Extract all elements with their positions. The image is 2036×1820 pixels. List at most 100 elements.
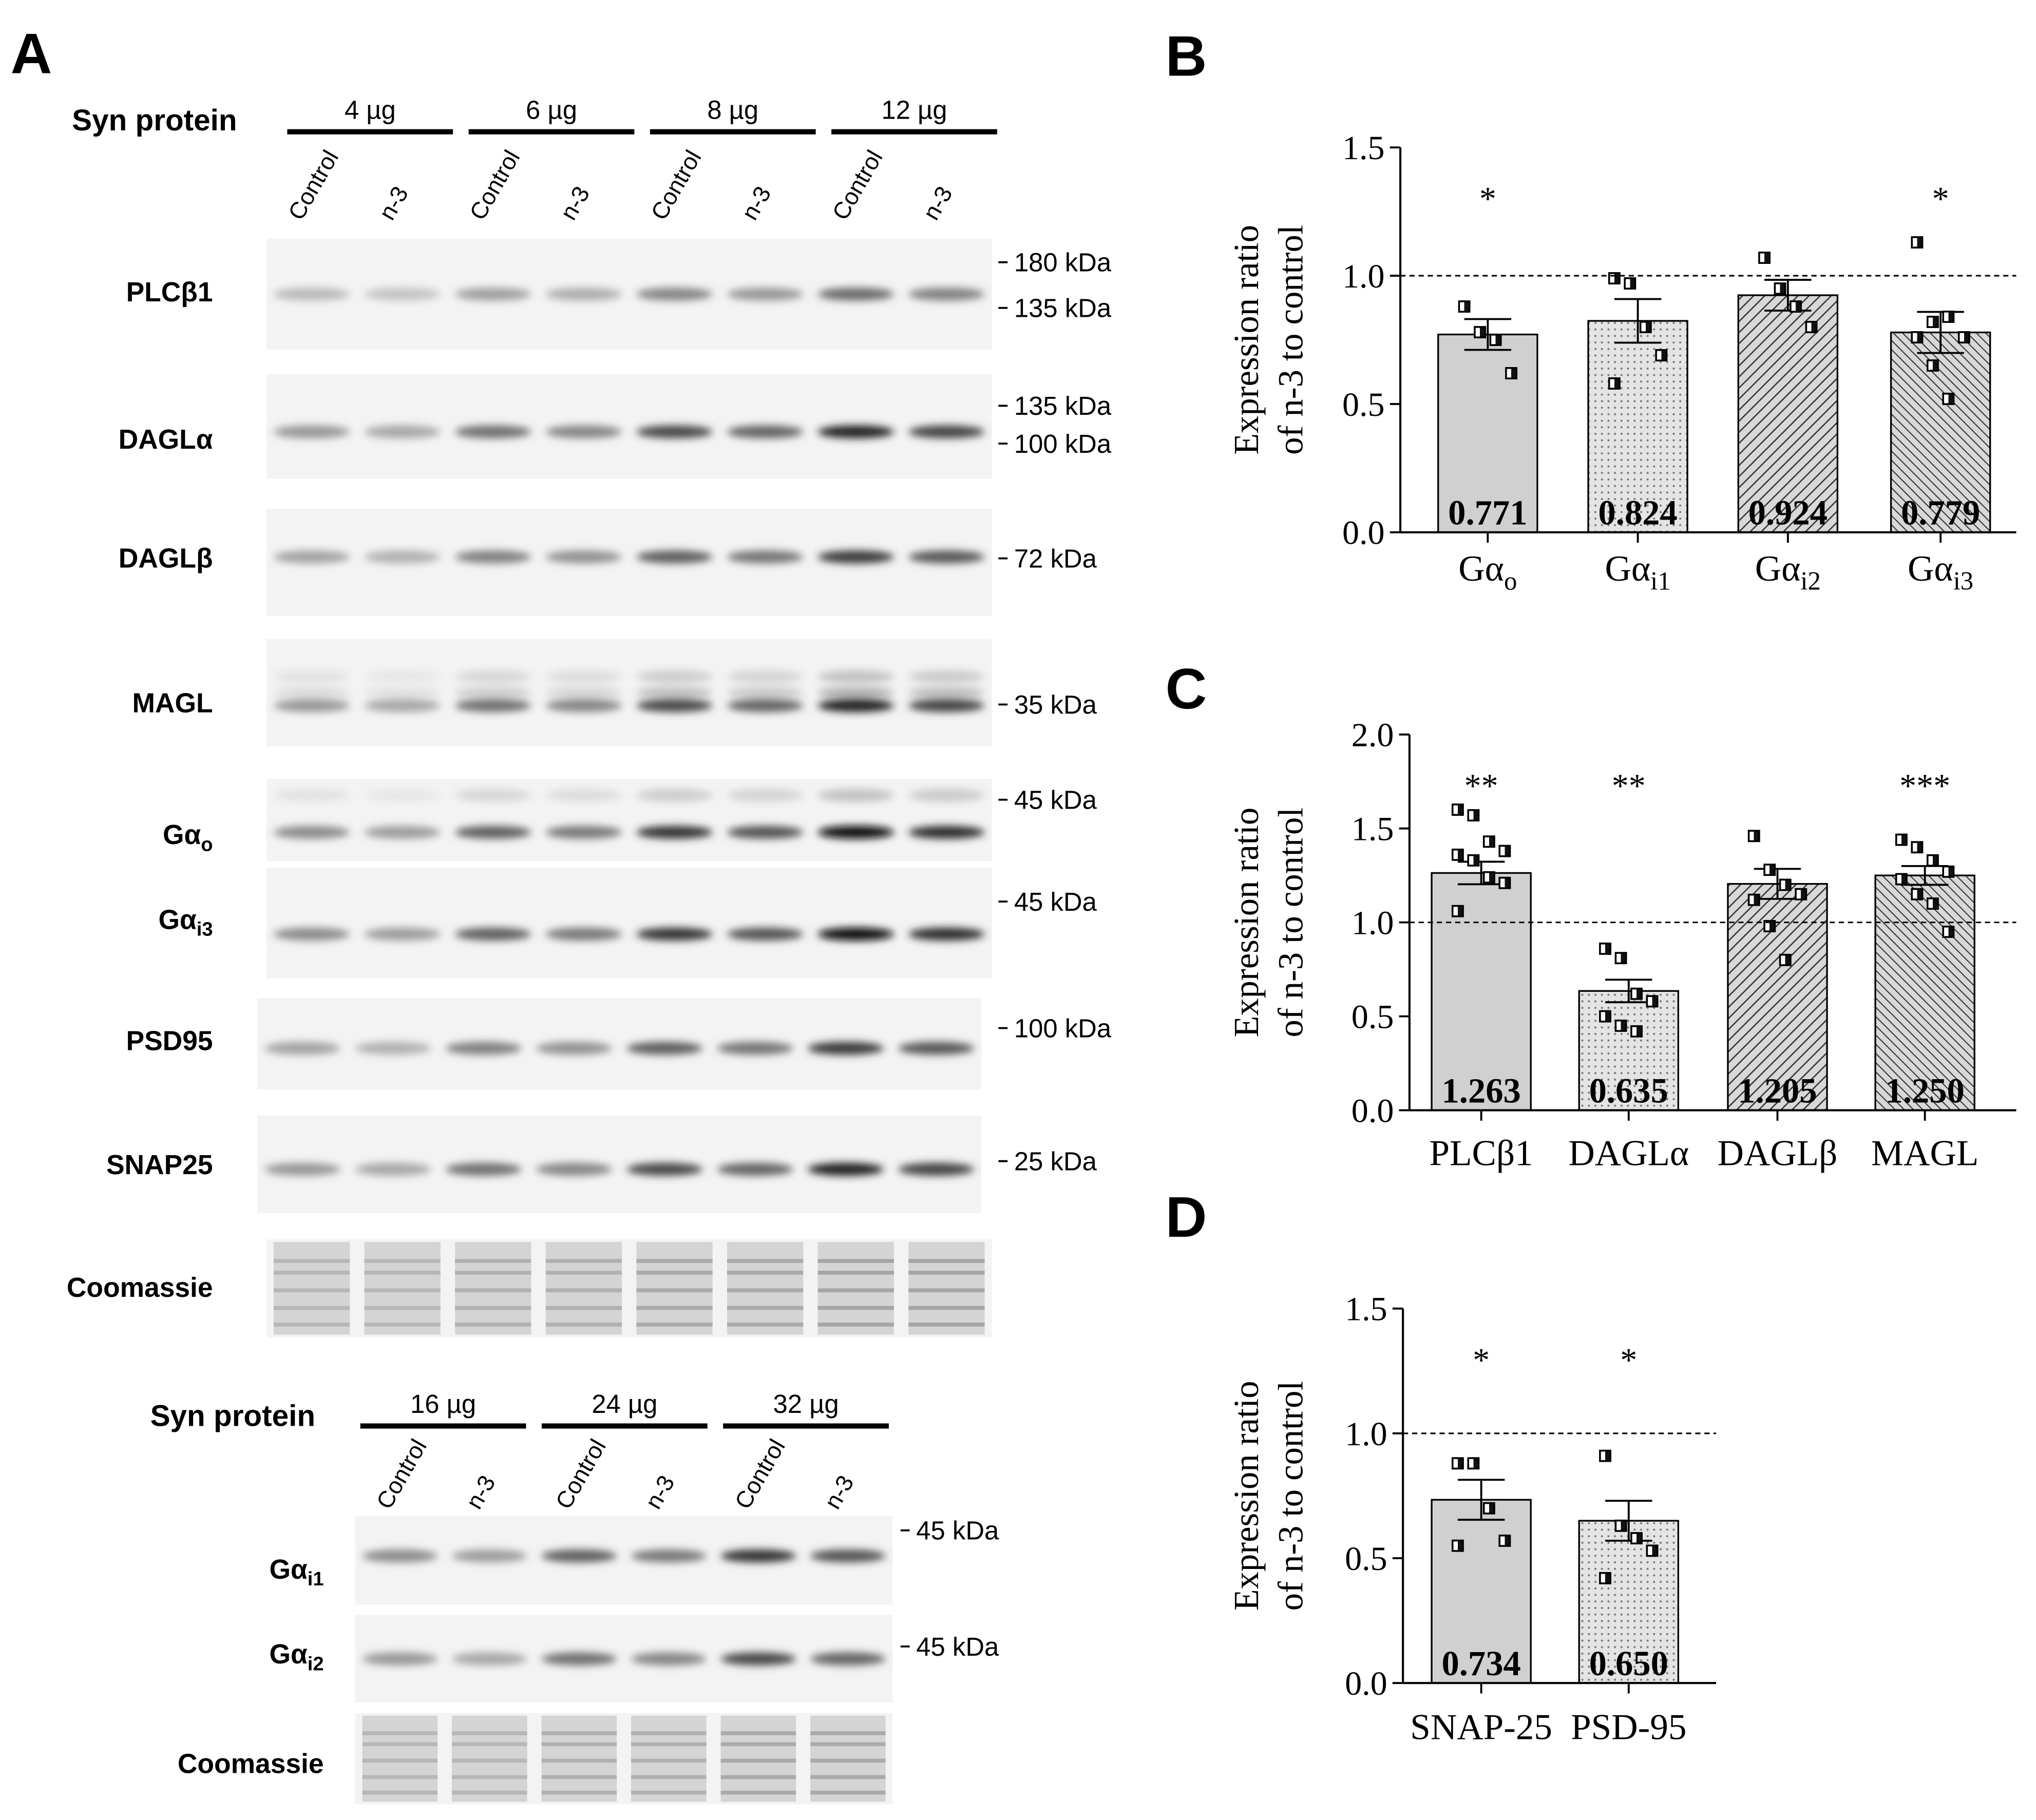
data-point: [1911, 888, 1924, 901]
marker-label: 100 kDa: [1014, 429, 1112, 458]
band: [727, 927, 804, 941]
coomassie-band: [810, 1758, 886, 1763]
band: [455, 789, 531, 802]
band: [908, 670, 985, 683]
lane-label: n-3: [461, 1471, 500, 1514]
label-subscript: o: [201, 834, 213, 856]
significance: **: [1612, 768, 1646, 805]
significance: *: [1620, 1342, 1637, 1379]
lane-label: n-3: [819, 1471, 859, 1514]
coomassie-band: [541, 1758, 617, 1763]
label-main: Gα: [1605, 549, 1650, 589]
error-bar: [1754, 868, 1801, 900]
x-tick-label: MAGL: [1871, 1133, 1978, 1173]
data-point: [1467, 809, 1480, 822]
coomassie-lane: [720, 1715, 796, 1802]
data-point: [1599, 1010, 1611, 1023]
band: [364, 686, 441, 700]
band: [355, 1042, 431, 1055]
coomassie-band: [810, 1790, 886, 1795]
blot-strip: [257, 1115, 982, 1214]
band: [817, 550, 894, 564]
band: [817, 826, 894, 839]
marker-label: 72 kDa: [1014, 544, 1097, 573]
x-tick-label: Gαo: [1458, 549, 1517, 596]
coomassie-lane: [452, 1715, 527, 1802]
data-point: [1498, 1535, 1511, 1547]
data-point: [1467, 1457, 1480, 1470]
x-tick-label: Gαi1: [1605, 549, 1670, 596]
band: [545, 686, 622, 700]
y-tick-label: 1.0: [1345, 1415, 1387, 1453]
label-main: Gα: [1908, 549, 1953, 589]
band: [631, 1652, 707, 1665]
data-point: [1505, 367, 1518, 379]
coomassie-band: [908, 1323, 985, 1327]
x-tick-label: DAGLα: [1568, 1133, 1689, 1173]
lane-label: Control: [371, 1435, 432, 1514]
coomassie-band: [455, 1259, 531, 1263]
band: [445, 1162, 522, 1176]
y-axis-label: Expression ratio: [1227, 808, 1266, 1038]
band: [727, 670, 804, 683]
row-header: Syn protein: [72, 104, 237, 137]
coomassie-band: [636, 1306, 713, 1310]
band: [817, 699, 894, 713]
label-subscript: i2: [308, 1653, 324, 1675]
error-bar: [1464, 318, 1512, 351]
band: [273, 789, 350, 802]
data-point: [1599, 1572, 1611, 1584]
data-point: [1942, 925, 1955, 938]
band: [362, 1652, 438, 1665]
blot-strip: [355, 1615, 893, 1703]
x-tick-label: SNAP-25: [1410, 1707, 1552, 1747]
band: [636, 550, 713, 564]
band: [626, 1162, 703, 1176]
value-label: 0.824: [1598, 493, 1677, 532]
row-label: Gαi1: [269, 1555, 324, 1590]
coomassie-band: [455, 1323, 531, 1327]
band: [541, 1652, 617, 1665]
data-point: [1895, 833, 1908, 846]
band: [364, 670, 441, 683]
band: [455, 699, 531, 713]
data-point: [1790, 300, 1802, 313]
band: [908, 789, 985, 802]
label-subscript: i2: [1800, 567, 1821, 596]
coomassie-band: [364, 1306, 441, 1310]
band: [727, 686, 804, 700]
coomassie-band: [636, 1259, 713, 1263]
coomassie-band: [364, 1323, 441, 1327]
y-tick-label: 1.5: [1342, 129, 1385, 167]
bar: [1431, 1499, 1532, 1684]
coomassie-band: [545, 1259, 622, 1263]
coomassie-band: [631, 1742, 707, 1747]
group-label: 4 µg: [345, 95, 396, 124]
band: [636, 826, 713, 839]
band: [636, 927, 713, 941]
label-main: Gα: [269, 1555, 308, 1585]
data-point: [1639, 321, 1652, 333]
band: [817, 789, 894, 802]
coomassie-band: [720, 1731, 796, 1735]
band: [445, 1042, 522, 1055]
coomassie-band: [810, 1731, 886, 1735]
y-tick-label: 0.5: [1342, 386, 1385, 424]
coomassie-band: [364, 1271, 441, 1275]
coomassie-lane: [541, 1715, 617, 1802]
band: [455, 826, 531, 839]
panel-letter: A: [11, 21, 52, 85]
blot-strip: [266, 779, 992, 861]
band: [908, 686, 985, 700]
data-point: [1482, 871, 1495, 884]
data-point: [1624, 277, 1637, 290]
data-point: [1646, 1544, 1659, 1557]
band: [536, 1042, 613, 1055]
coomassie-band: [727, 1259, 804, 1263]
band: [807, 1042, 884, 1055]
marker-label: 45 kDa: [916, 1516, 999, 1545]
data-point: [1895, 873, 1908, 886]
strip-background: [257, 998, 982, 1089]
row-label: Coomassie: [67, 1273, 213, 1303]
lane-label: n-3: [374, 182, 413, 224]
